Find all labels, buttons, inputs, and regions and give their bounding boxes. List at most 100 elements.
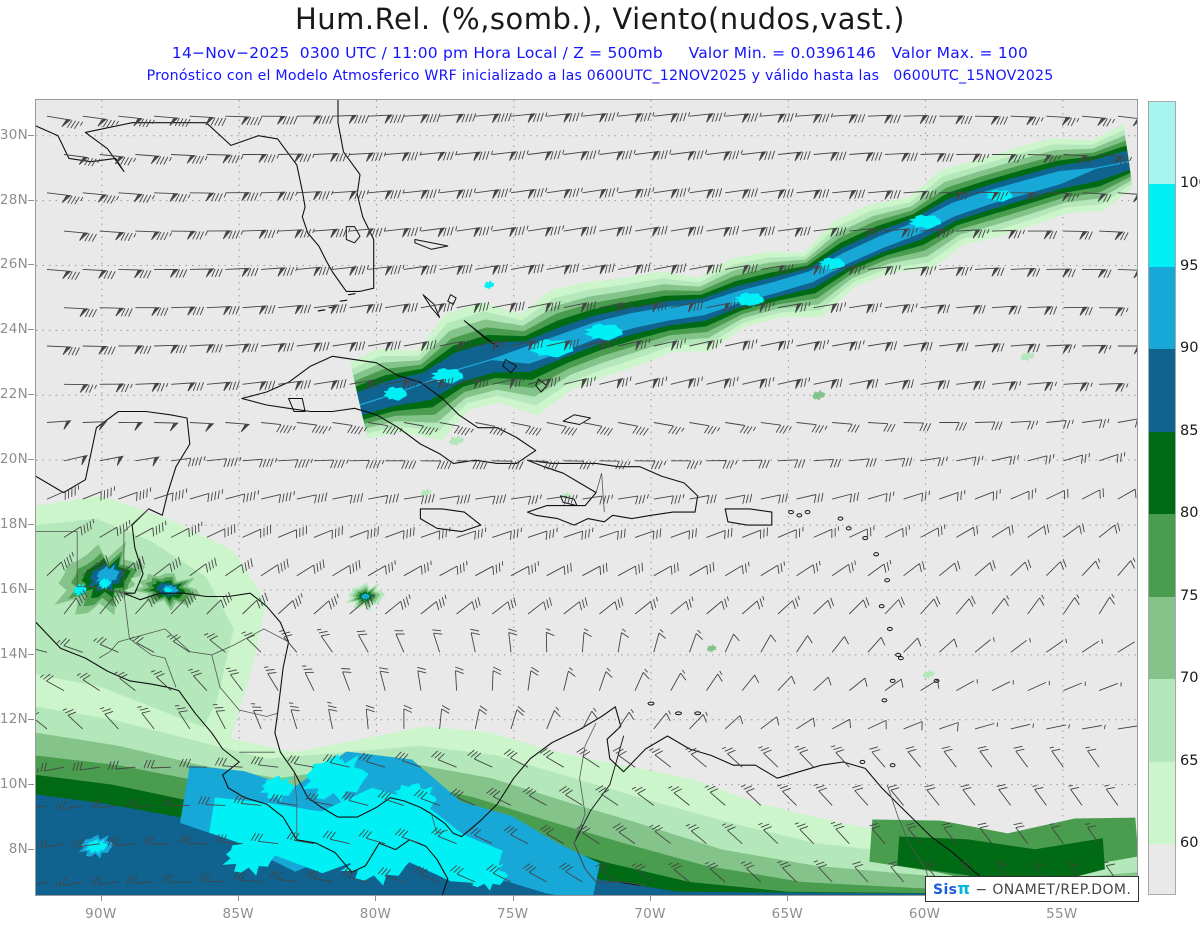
wind-barb: [403, 339, 437, 352]
humidity-contour-band: [529, 339, 574, 358]
latitude-tick-mark: [28, 848, 34, 850]
wind-barb: [867, 341, 898, 352]
wind-barb: [849, 227, 883, 238]
wind-barb: [546, 562, 572, 577]
humidity-colorbar[interactable]: [1148, 101, 1176, 895]
wind-barb: [813, 526, 839, 539]
wind-barb: [924, 784, 940, 806]
longitude-tick-mark: [238, 895, 240, 901]
wind-barb: [527, 597, 553, 615]
map-plot-area[interactable]: [35, 99, 1138, 896]
wind-barb: [582, 707, 598, 730]
wind-barb: [704, 785, 726, 806]
wind-barb: [1027, 453, 1055, 465]
wind-barb: [563, 149, 601, 161]
wind-barb: [974, 421, 1003, 431]
wind-barb: [867, 637, 886, 653]
wind-barb: [242, 524, 272, 538]
wind-barb: [225, 490, 260, 503]
wind-barb: [439, 264, 473, 275]
wind-barb: [1010, 723, 1035, 730]
wind-barb: [920, 153, 954, 163]
wind-barb: [1082, 115, 1115, 127]
wind-barb: [831, 560, 856, 577]
wind-barb: [1063, 594, 1080, 615]
wind-barb: [278, 379, 311, 391]
colorbar-tick-label: 80: [1180, 505, 1199, 521]
wind-barb: [188, 668, 208, 691]
wind-barb: [63, 454, 88, 466]
wind-barb: [1063, 382, 1093, 392]
wind-barb: [813, 860, 833, 883]
wind-barb: [760, 716, 780, 730]
wind-barb: [1098, 682, 1122, 692]
wind-barb: [206, 230, 244, 240]
wind-barb: [296, 115, 334, 125]
wind-barb: [162, 874, 190, 883]
wind-barb: [599, 597, 624, 615]
wind-barb: [250, 703, 263, 730]
wind-barb: [977, 745, 993, 768]
wind-barb: [368, 264, 405, 276]
wind-barb: [1010, 115, 1044, 126]
wind-barb: [261, 115, 298, 125]
colorbar-band: [1149, 349, 1175, 432]
wind-barb: [1117, 641, 1135, 653]
map-canvas: [36, 100, 1137, 895]
wind-barb: [634, 596, 658, 615]
coastline-path: [562, 414, 592, 425]
wind-barb: [1117, 345, 1137, 355]
wind-barb: [1010, 192, 1044, 202]
wind-barb: [599, 149, 636, 161]
coastline-path: [288, 398, 306, 412]
wind-barb: [1081, 558, 1101, 577]
wind-barb: [439, 705, 450, 729]
wind-barb: [1046, 268, 1076, 278]
wind-barb: [99, 383, 133, 393]
wind-barb: [869, 746, 886, 768]
wind-barb: [956, 304, 986, 315]
wind-barb: [974, 637, 995, 653]
organization-name: ONAMET/REP.DOM.: [992, 882, 1132, 898]
wind-barb: [1046, 192, 1080, 202]
wind-barb: [467, 826, 493, 845]
wind-barb: [368, 422, 403, 436]
wind-barb: [576, 747, 600, 768]
wind-barb: [456, 225, 493, 237]
wind-barb: [706, 527, 733, 540]
wind-barb: [920, 304, 950, 315]
wind-barb: [867, 265, 901, 276]
wind-barb: [510, 339, 544, 351]
wind-barb: [653, 263, 687, 275]
wind-barb: [670, 669, 687, 691]
humidity-contour-band: [360, 593, 371, 601]
wind-barb: [1010, 268, 1041, 278]
wind-barb: [1010, 638, 1031, 653]
wind-barb: [813, 302, 847, 314]
wind-barb: [475, 561, 504, 577]
wind-barb: [777, 860, 797, 883]
humidity-contour-band: [95, 564, 120, 585]
wind-barb: [508, 628, 518, 653]
humidity-contour-band: [448, 434, 465, 446]
wind-barb: [277, 593, 303, 615]
wind-barb: [546, 112, 584, 123]
wind-barb: [527, 666, 539, 691]
wind-barb: [849, 378, 879, 390]
colorbar-tick-label: 90: [1180, 340, 1199, 356]
wind-barb: [635, 149, 672, 161]
wind-barb: [1068, 784, 1083, 806]
colorbar-band: [1149, 431, 1175, 514]
wind-barb: [332, 559, 361, 577]
wind-barb: [403, 422, 439, 436]
wind-barb: [82, 421, 108, 431]
humidity-contour-band: [706, 643, 717, 653]
wind-barb: [349, 526, 379, 540]
wind-barb: [278, 458, 313, 469]
wind-barb: [203, 632, 226, 653]
wind-barb: [991, 454, 1020, 466]
wind-barb: [832, 264, 865, 276]
wind-barb: [413, 865, 440, 883]
wind-barb: [174, 704, 191, 730]
wind-barb: [189, 115, 227, 127]
